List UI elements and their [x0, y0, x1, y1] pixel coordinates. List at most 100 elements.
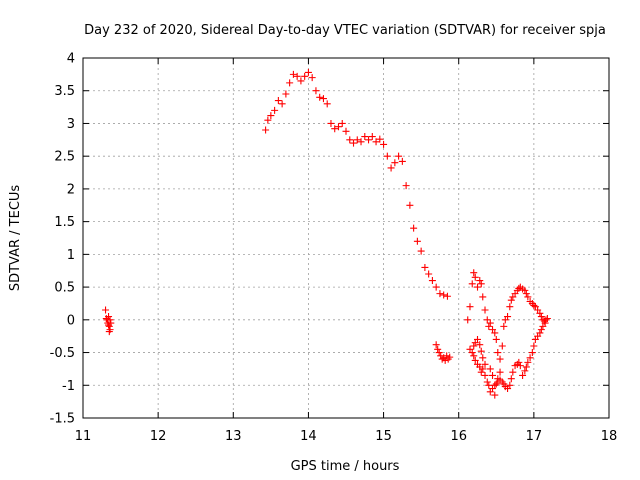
y-tick-label: -1 — [62, 379, 75, 394]
y-tick-label: -0.5 — [50, 346, 75, 361]
data-point — [316, 93, 324, 101]
x-tick-labels: 11 12 13 14 15 16 17 18 — [75, 429, 618, 444]
data-point — [312, 87, 320, 95]
data-point — [289, 70, 297, 78]
data-point — [498, 342, 506, 350]
x-tick-label: 16 — [450, 429, 467, 444]
data-point — [466, 303, 474, 311]
data-point — [282, 90, 290, 98]
data-point — [537, 313, 545, 321]
data-point — [434, 345, 442, 353]
data-point — [470, 342, 478, 350]
data-point — [471, 273, 479, 281]
data-point — [470, 352, 478, 360]
data-points — [102, 68, 551, 399]
grid — [83, 58, 609, 418]
data-point — [489, 371, 497, 379]
y-axis-label: SDTVAR / TECUs — [8, 185, 23, 292]
data-point — [507, 296, 515, 304]
y-tick-label: 3.5 — [54, 84, 75, 99]
data-point — [521, 286, 529, 294]
data-point — [398, 157, 406, 165]
data-point — [506, 303, 514, 311]
data-point — [494, 349, 502, 357]
data-point — [443, 352, 451, 360]
data-point — [323, 100, 331, 108]
data-point — [528, 349, 536, 357]
data-point — [432, 283, 440, 291]
data-point — [441, 356, 449, 364]
data-point — [410, 224, 418, 232]
data-point — [297, 77, 305, 85]
data-point — [531, 335, 539, 343]
data-point — [372, 138, 380, 146]
data-point — [293, 72, 301, 80]
y-tick-label: -1.5 — [50, 412, 75, 427]
data-point — [509, 368, 517, 376]
y-tick-label: 1 — [67, 248, 75, 263]
data-point — [492, 335, 500, 343]
data-point — [357, 138, 365, 146]
data-point — [474, 283, 481, 291]
y-tick-label: 3 — [67, 117, 75, 132]
data-point — [353, 136, 361, 144]
data-point — [334, 123, 342, 131]
data-point — [496, 355, 504, 363]
data-point — [435, 349, 443, 357]
data-point — [477, 280, 485, 288]
data-point — [542, 316, 550, 324]
data-point — [530, 342, 538, 350]
data-point — [494, 378, 502, 386]
data-point — [105, 321, 113, 329]
y-tick-label: 2.5 — [54, 150, 75, 165]
data-point — [481, 371, 489, 379]
data-point — [477, 368, 485, 376]
data-point — [308, 74, 316, 82]
x-tick-label: 11 — [75, 429, 92, 444]
data-point — [539, 322, 547, 330]
data-point — [521, 367, 529, 375]
data-point — [491, 329, 499, 337]
data-point — [395, 152, 403, 160]
data-point — [486, 365, 494, 373]
x-tick-label: 12 — [150, 429, 167, 444]
data-point — [515, 284, 523, 292]
y-tick-label: 0.5 — [54, 281, 75, 296]
data-point — [504, 313, 512, 321]
data-point — [402, 182, 410, 190]
x-tick-label: 17 — [526, 429, 543, 444]
x-tick-label: 18 — [601, 429, 618, 444]
data-point — [476, 341, 484, 349]
data-point — [278, 100, 286, 108]
data-point — [361, 133, 369, 141]
data-point — [436, 290, 444, 298]
data-point — [483, 316, 491, 324]
data-point — [406, 201, 414, 209]
data-point — [543, 315, 551, 323]
data-point — [524, 293, 532, 301]
x-tick-label: 13 — [225, 429, 242, 444]
data-point — [474, 360, 481, 368]
data-point — [102, 306, 110, 314]
data-point — [417, 247, 425, 255]
data-point — [331, 125, 339, 133]
y-tick-label: 1.5 — [54, 215, 75, 230]
data-point — [286, 79, 294, 87]
data-point — [479, 293, 487, 301]
data-point — [468, 280, 476, 288]
data-point — [338, 119, 346, 127]
data-point — [446, 353, 454, 361]
data-point — [474, 335, 481, 343]
data-point — [391, 159, 399, 167]
y-tick-labels: -1.5 -1 -0.5 0 0.5 1 1.5 2 2.5 3 3.5 4 — [50, 52, 75, 427]
y-tick-label: 4 — [67, 52, 75, 67]
data-point — [471, 356, 479, 364]
data-point — [413, 237, 421, 245]
data-point — [421, 263, 429, 271]
data-point — [376, 135, 384, 143]
data-point — [271, 106, 279, 114]
data-point — [500, 322, 508, 330]
chart-title: Day 232 of 2020, Sidereal Day-to-day VTE… — [84, 23, 606, 38]
x-tick-label: 15 — [375, 429, 392, 444]
